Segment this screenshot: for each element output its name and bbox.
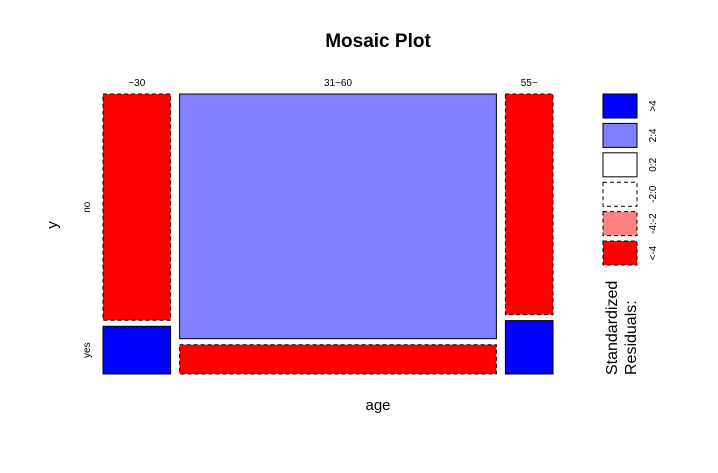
y-category-label: yes (82, 342, 93, 358)
legend-title-line-2: Residuals: (623, 300, 640, 375)
legend-label: <-4 (648, 245, 659, 260)
y-axis-label: y (44, 221, 61, 229)
mosaic-cell-30-yes (102, 325, 172, 375)
legend-label: 2:4 (648, 128, 659, 142)
legend-title: Standardized Residuals: (604, 276, 640, 375)
y-category-labels: no yes (82, 201, 93, 358)
x-category-label: 55~ (521, 78, 538, 89)
mosaic-cell-30-no (102, 93, 172, 321)
legend-swatch (602, 211, 638, 237)
legend-swatch (602, 122, 638, 148)
mosaic-cell-55-yes (504, 320, 554, 375)
legend-swatch (602, 93, 638, 119)
x-axis-label: age (365, 397, 390, 414)
y-category-label: no (82, 201, 93, 213)
legend-swatch (602, 240, 638, 266)
legend-label: 0:2 (648, 157, 659, 171)
legend-label: -4:-2 (648, 213, 659, 234)
mosaic-cells (102, 93, 554, 375)
mosaic-cell-3160-no (179, 93, 497, 340)
chart-title: Mosaic Plot (325, 31, 431, 52)
x-category-label: 31~60 (324, 78, 353, 89)
legend-swatch (602, 152, 638, 178)
mosaic-cell-3160-yes (179, 344, 497, 375)
legend: >4 2:4 0:2 -2:0 -4:-2 <-4 Standardized Residu… (602, 93, 659, 375)
x-category-labels: ~30 31~60 55~ (128, 78, 538, 89)
x-category-label: ~30 (128, 78, 145, 89)
legend-label: >4 (648, 100, 659, 112)
legend-swatch (602, 181, 638, 207)
mosaic-cell-55-no (504, 93, 554, 316)
legend-title-line-1: Standardized (604, 281, 621, 375)
legend-label: -2:0 (648, 185, 659, 203)
